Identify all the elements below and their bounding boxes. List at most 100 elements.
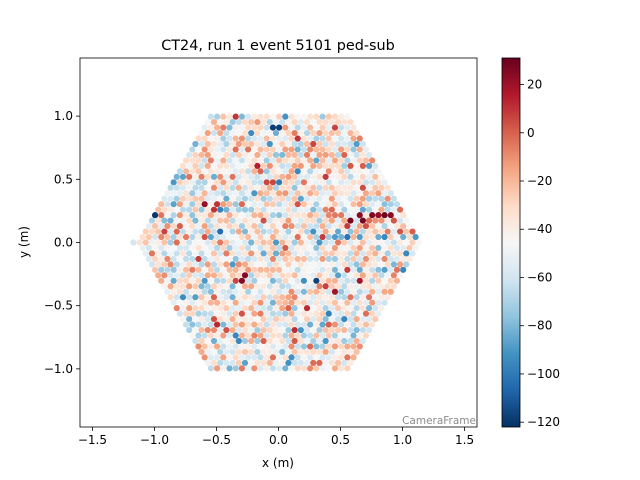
camera-pixel	[359, 250, 366, 257]
camera-pixel	[248, 283, 255, 290]
camera-pixel	[207, 201, 214, 208]
camera-pixel	[257, 168, 264, 175]
camera-pixel	[310, 316, 317, 323]
camera-pixel	[331, 135, 339, 142]
camera-pixel	[173, 184, 180, 191]
camera-pixel	[369, 179, 376, 186]
camera-pixel	[189, 222, 196, 230]
camera-pixel	[269, 288, 277, 295]
camera-pixel	[158, 222, 165, 230]
camera-pixel	[142, 239, 149, 246]
camera-pixel	[369, 277, 376, 284]
camera-pixel	[238, 255, 245, 263]
camera-pixel	[201, 190, 208, 197]
camera-pixel	[291, 359, 298, 366]
camera-pixel	[182, 266, 190, 273]
camera-pixel	[403, 250, 410, 257]
camera-pixel	[285, 359, 292, 366]
camera-pixel	[210, 206, 218, 213]
camera-pixel	[310, 173, 317, 180]
camera-pixel	[186, 305, 193, 312]
camera-pixel	[176, 255, 183, 263]
camera-pixel	[294, 190, 301, 197]
camera-pixel	[291, 261, 298, 268]
camera-pixel	[350, 157, 357, 164]
camera-pixel	[276, 179, 283, 186]
camera-pixel	[223, 184, 230, 191]
camera-pixel	[356, 233, 363, 241]
camera-pixel	[331, 277, 339, 284]
camera-pixel	[372, 272, 379, 279]
camera-pixel	[245, 310, 252, 317]
camera-pixel	[403, 239, 410, 246]
camera-pixel	[167, 195, 174, 202]
camera-pixel	[272, 239, 280, 246]
camera-pixel	[319, 222, 326, 230]
camera-pixel	[179, 173, 187, 180]
camera-pixel	[294, 201, 301, 208]
camera-pixel	[403, 261, 410, 268]
camera-pixel	[201, 288, 208, 295]
camera-pixel	[390, 283, 397, 290]
camera-pixel	[303, 119, 311, 126]
camera-pixel	[226, 266, 233, 273]
camera-pixel	[310, 250, 317, 257]
camera-pixel	[396, 261, 404, 268]
camera-pixel	[381, 201, 388, 208]
camera-pixel	[347, 119, 354, 126]
camera-pixel	[300, 277, 308, 284]
camera-pixel	[182, 310, 190, 317]
camera-pixel	[220, 168, 227, 175]
camera-pixel	[248, 140, 255, 148]
camera-pixel	[204, 206, 211, 213]
camera-pixel	[393, 255, 401, 263]
camera-pixel	[313, 299, 320, 306]
camera-pixel	[356, 299, 363, 306]
camera-pixel	[251, 135, 258, 142]
camera-pixel	[217, 294, 224, 301]
camera-pixel	[164, 244, 171, 252]
camera-pixel	[328, 305, 335, 312]
camera-pixel	[334, 305, 342, 312]
camera-pixel	[257, 310, 264, 317]
camera-pixel	[307, 135, 314, 142]
camera-pixel	[254, 173, 261, 180]
camera-pixel	[263, 321, 270, 328]
camera-pixel	[266, 162, 273, 169]
camera-pixel	[213, 168, 221, 175]
camera-pixel	[297, 206, 304, 213]
camera-pixel	[356, 190, 363, 197]
camera-pixel	[328, 272, 335, 279]
camera-pixel	[347, 261, 354, 268]
camera-pixel	[238, 201, 245, 208]
camera-pixel	[272, 294, 280, 301]
camera-pixel	[220, 157, 227, 164]
camera-pixel	[223, 316, 230, 323]
camera-pixel	[179, 239, 187, 246]
y-tick-label: 0.5	[54, 172, 73, 186]
camera-pixel	[263, 299, 270, 306]
camera-pixel	[384, 283, 391, 290]
camera-pixel	[325, 244, 332, 252]
camera-pixel	[279, 151, 286, 159]
camera-pixel	[192, 173, 199, 180]
camera-pixel	[328, 348, 335, 356]
camera-pixel	[201, 310, 208, 317]
camera-pixel	[232, 233, 239, 241]
camera-pixel	[263, 332, 270, 339]
camera-pixel	[285, 239, 292, 246]
camera-pixel	[204, 316, 211, 323]
camera-pixel	[334, 173, 342, 180]
camera-pixel	[347, 348, 354, 356]
camera-pixel	[362, 190, 370, 197]
camera-pixel	[307, 113, 314, 120]
camera-pixel	[387, 266, 394, 273]
camera-pixel	[210, 294, 218, 301]
camera-pixel	[198, 162, 205, 169]
camera-pixel	[210, 261, 218, 268]
camera-pixel	[241, 316, 249, 323]
camera-pixel	[179, 195, 187, 202]
camera-pixel	[307, 321, 314, 328]
camera-pixel	[359, 184, 366, 191]
camera-pixel	[409, 250, 416, 257]
